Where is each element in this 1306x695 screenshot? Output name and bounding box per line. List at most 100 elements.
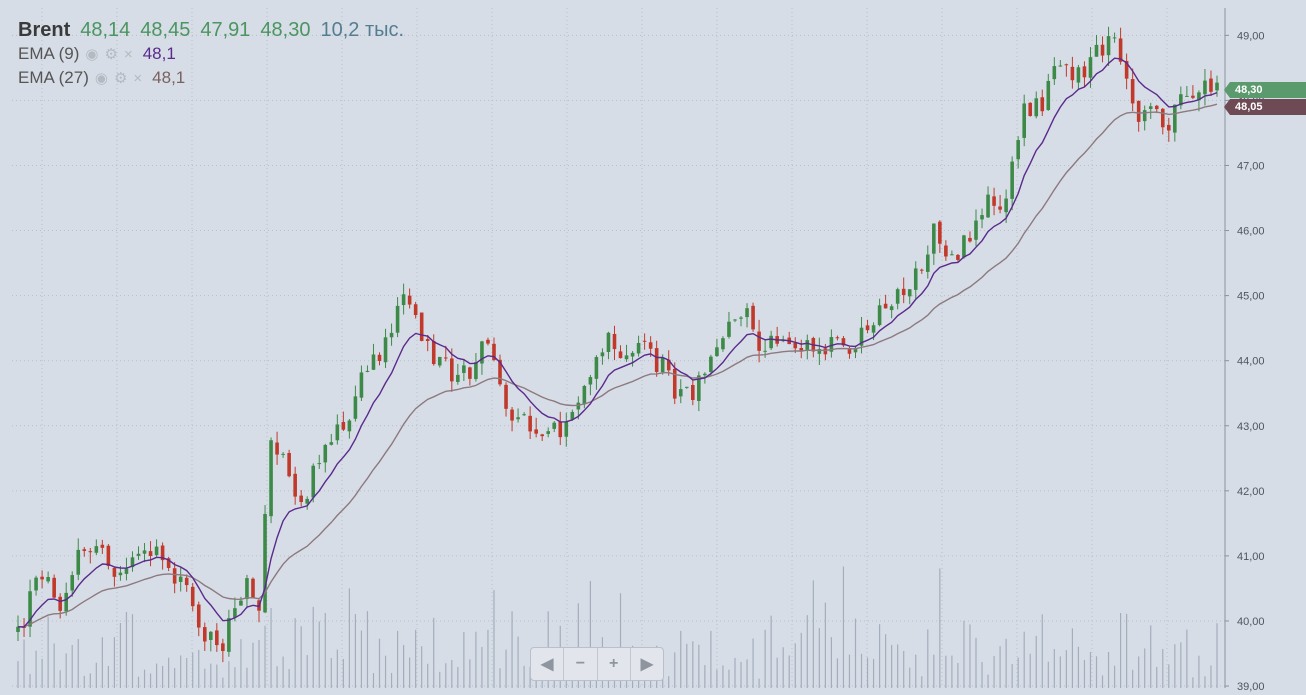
candle-body	[46, 577, 50, 582]
candle-body	[233, 608, 237, 618]
quote-row: Brent 48,14 48,45 47,91 48,30 10,2 тыс.	[18, 18, 408, 42]
candle-body	[901, 288, 906, 296]
y-axis-tick-label: 40,00	[1237, 616, 1265, 628]
candle-body	[1064, 64, 1069, 66]
ema-price-tag: 48,05	[1224, 99, 1306, 115]
candle-body	[215, 630, 219, 646]
candle-body	[799, 347, 804, 352]
candle-body	[160, 545, 165, 561]
candle-body	[1130, 79, 1135, 104]
candle-body	[317, 463, 322, 465]
candle-body	[407, 295, 412, 305]
candle-body	[582, 385, 587, 405]
candle-body	[763, 350, 767, 352]
candle-body	[823, 348, 828, 355]
candle-body	[281, 453, 285, 455]
candle-body	[925, 254, 930, 272]
candle-body	[251, 578, 255, 599]
candle-body	[52, 577, 56, 598]
candle-body	[648, 342, 653, 349]
candle-body	[739, 317, 743, 319]
ema27-label: EMA (27)	[18, 68, 89, 87]
candle-body	[606, 332, 611, 352]
candle-body	[142, 550, 147, 554]
candle-body	[401, 294, 406, 306]
candle-body	[980, 215, 984, 220]
candle-body	[1179, 94, 1183, 106]
candle-body	[546, 431, 551, 434]
gear-icon[interactable]: ⚙	[113, 70, 128, 87]
candle-body	[130, 557, 135, 568]
candle-body	[950, 254, 954, 256]
candle-body	[371, 354, 376, 370]
close-icon[interactable]: ×	[123, 45, 133, 63]
candle-body	[347, 420, 352, 432]
candle-body	[88, 551, 93, 553]
candle-body	[1058, 65, 1063, 67]
candle-body	[859, 327, 864, 346]
candle-body	[419, 312, 424, 341]
candle-body	[636, 342, 641, 354]
candle-body	[365, 370, 370, 372]
last-price-tag-label: 48,30	[1235, 84, 1263, 96]
close-icon[interactable]: ×	[133, 69, 143, 87]
y-axis-tick-label: 42,00	[1237, 486, 1265, 498]
candle-body	[678, 389, 683, 397]
gear-icon[interactable]: ⚙	[104, 46, 118, 63]
candle-body	[118, 572, 123, 576]
candle-body	[498, 359, 502, 385]
ema27-value: 48,1	[152, 68, 186, 87]
candle-body	[305, 498, 310, 504]
candle-body	[865, 325, 870, 331]
candle-body	[938, 221, 942, 244]
candle-body	[1076, 67, 1081, 83]
candle-body	[275, 442, 279, 455]
candle-body	[666, 359, 671, 371]
y-axis-tick-label: 41,00	[1237, 551, 1265, 563]
candle-body	[76, 549, 81, 575]
ema9-value: 48,1	[142, 44, 176, 63]
candle-body	[1112, 37, 1117, 39]
candle-body	[100, 544, 105, 548]
eye-icon[interactable]: ◉	[85, 46, 99, 63]
candle-body	[1100, 44, 1105, 56]
candle-body	[1136, 100, 1141, 122]
zoom-in-button[interactable]: +	[598, 648, 631, 680]
close-price: 48,30	[260, 18, 311, 41]
candle-body	[883, 303, 888, 309]
candle-body	[588, 377, 593, 385]
candle-body	[377, 354, 382, 361]
eye-icon[interactable]: ◉	[94, 70, 108, 87]
candle-body	[1106, 36, 1111, 56]
candle-body	[450, 358, 454, 382]
candle-body	[895, 289, 900, 304]
candle-body	[190, 586, 195, 607]
candle-body	[172, 568, 177, 584]
candle-body	[877, 305, 882, 326]
candle-body	[239, 600, 243, 606]
candle-body	[359, 372, 364, 398]
candle-body	[570, 411, 575, 420]
chart-navigation: ◀ − + ▶	[530, 647, 664, 681]
candle-body	[64, 592, 69, 612]
symbol-name: Brent	[18, 18, 71, 41]
volume-value: 10,2 тыс.	[320, 18, 405, 41]
candle-body	[293, 473, 297, 497]
candle-body	[510, 409, 514, 421]
candle-body	[1209, 78, 1213, 92]
candle-body	[1148, 106, 1153, 109]
zoom-out-button[interactable]: −	[564, 648, 598, 680]
open-price: 48,14	[80, 18, 131, 41]
candle-body	[817, 348, 822, 354]
candle-body	[697, 375, 701, 401]
candle-body	[389, 332, 394, 338]
y-axis-tick-label: 44,00	[1237, 356, 1265, 368]
candle-body	[576, 402, 581, 410]
scroll-left-button[interactable]: ◀	[531, 648, 565, 680]
candle-body	[383, 337, 388, 363]
scroll-right-button[interactable]: ▶	[640, 656, 654, 673]
candle-body	[462, 365, 466, 373]
candle-body	[751, 305, 755, 330]
